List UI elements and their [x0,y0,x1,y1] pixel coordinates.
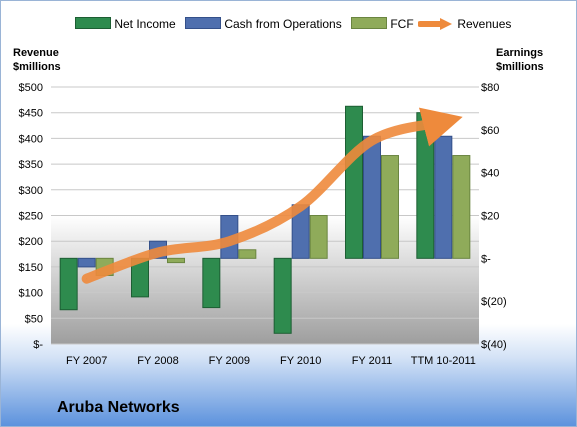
legend-net-income: Net Income [75,17,176,31]
right-axis-title-line1: Earnings [496,47,544,59]
company-name: Aruba Networks [57,399,180,416]
bar-fcf [238,249,257,259]
right-tick-label: $(40) [481,339,507,351]
left-tick-label: $- [33,339,43,351]
x-tick-label: FY 2009 [209,355,250,367]
legend-cash-from-operations: Cash from Operations [185,17,342,31]
right-tick-label: $40 [481,168,499,180]
bar-cash-from-operations [77,257,96,268]
legend-swatch-revenues [417,18,452,30]
bar-net-income [416,112,435,259]
legend-revenues: Revenues [417,17,512,31]
bar-fcf [309,215,328,259]
left-tick-label: $400 [19,133,43,145]
left-tick-label: $500 [19,82,43,94]
bar-cash-from-operations [434,135,453,259]
left-tick-label: $250 [19,211,43,223]
bar-cash-from-operations [363,135,381,259]
bar-net-income [345,105,363,259]
right-tick-label: $20 [481,211,499,223]
revenues-point [371,139,373,141]
legend-label-fcf: FCF [390,17,414,31]
bar-fcf [167,257,185,264]
left-tick-label: $300 [19,185,43,197]
left-tick-label: $50 [25,313,43,325]
x-tick-label: FY 2010 [280,355,321,367]
legend-swatch-cash-from-operations [185,17,221,29]
bar-net-income [202,257,221,309]
left-axis-title: Revenue $millions [13,46,61,74]
bar-fcf [452,155,471,259]
legend-swatch-net-income [75,17,111,29]
left-axis-title-line1: Revenue [13,47,59,59]
bar-net-income [273,257,292,334]
right-tick-label: $60 [481,125,499,137]
right-axis-title-line2: $millions [496,61,544,73]
legend-swatch-fcf [351,17,387,29]
legend-fcf: FCF [351,17,414,31]
right-tick-label: $- [481,253,491,265]
revenues-point [228,240,230,242]
plot-area: $- $50 $100 $150 $200 $250 $300 $350 $400 $450 $50… [19,82,507,367]
legend-label-cash-from-operations: Cash from Operations [224,17,342,31]
right-tick-label: $80 [481,82,499,94]
revenues-point [157,252,159,254]
legend-label-net-income: Net Income [114,17,176,31]
left-axis-title-line2: $millions [13,61,61,73]
legend-label-revenues: Revenues [457,17,512,31]
revenues-point [300,205,302,207]
x-tick-label: FY 2007 [66,355,107,367]
x-tick-label: FY 2008 [137,355,178,367]
x-tick-label: TTM 10-2011 [411,355,476,367]
left-tick-label: $150 [19,262,43,274]
bar-net-income [59,257,78,311]
right-axis-title: Earnings $millions [496,46,544,74]
right-tick-label: $(20) [481,296,507,308]
left-tick-label: $450 [19,108,43,120]
left-tick-label: $200 [19,236,43,248]
revenues-point [442,121,444,123]
revenues-point [86,278,88,280]
x-tick-label: FY 2011 [352,355,393,367]
left-tick-label: $100 [19,288,43,300]
left-tick-label: $350 [19,159,43,171]
bar-fcf [381,155,399,259]
revenues-line [81,107,463,284]
